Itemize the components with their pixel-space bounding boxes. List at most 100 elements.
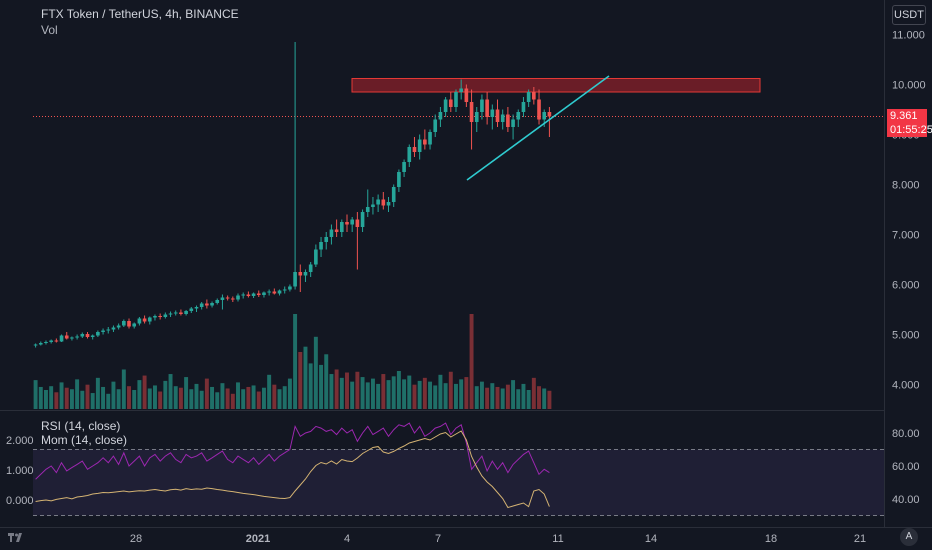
volume-bar [474,386,479,409]
candle-body [168,313,173,315]
candle-body [220,297,225,300]
volume-bar [345,372,349,409]
candle-body [163,314,168,317]
volume-bar [402,379,407,409]
candle-body [215,300,220,303]
volume-bar [80,390,85,409]
volume-bar [412,384,417,409]
candle-body [417,139,422,152]
volume-bar [111,381,116,409]
candle-body [490,109,495,117]
volume-bar [277,389,282,409]
volume-bar [121,369,126,409]
momentum-legend: Mom (14, close) [41,433,128,447]
rsi-line [35,422,550,480]
candle-body [153,316,157,318]
volume-bar [142,375,147,409]
candle-body [70,337,74,339]
volume-bar [225,388,230,409]
rsi-tick-label: 40.00 [892,494,920,506]
price-tick-label: 7.000 [892,230,920,242]
candle-body [303,272,308,276]
volume-bar [505,384,510,409]
volume-bar [282,386,287,409]
candle-body [189,308,194,311]
candle-body [282,289,287,291]
auto-scale-icon[interactable]: A [900,528,918,546]
volume-bar [339,377,344,409]
candle-body [474,112,479,122]
candle-body [459,88,463,92]
volume-bar [443,383,448,409]
volume-bar [204,378,209,409]
volume-bar [194,383,199,409]
volume-bar [116,389,121,409]
volume-bar [454,383,458,409]
candle-body [485,99,489,117]
tradingview-logo-icon[interactable] [8,530,22,544]
volume-bar [178,387,183,409]
volume-bar [220,383,225,409]
candle-body [116,325,121,328]
volume-bar [531,377,536,409]
time-tick-label: 18 [765,533,777,545]
volume-bar [428,381,433,409]
volume-bar [313,336,318,409]
candle-body [236,295,240,300]
candle-body [402,162,406,172]
volume-bar [147,388,152,409]
momentum-tick-label: 2.000 [6,435,34,447]
volume-bar [396,371,401,409]
volume-bar [485,387,490,409]
volume-bar [365,382,370,409]
price-tick-label: 11.000 [892,30,925,42]
resistance-zone [351,78,761,93]
candle-body [106,329,111,331]
volume-bar [199,390,204,409]
time-tick-label: 14 [645,533,657,545]
volume-bar [163,380,168,409]
time-axis-border [0,527,932,528]
candle-body [339,222,344,232]
volume-bar [459,379,464,409]
volume-bar [438,374,443,409]
volume-bar [448,371,453,409]
candle-body [448,99,453,107]
rsi-legend: RSI (14, close) [41,419,121,433]
volume-bar [500,388,505,409]
ascending-trendline [466,75,610,181]
volume-bar [386,380,391,409]
volume-bar [90,393,95,409]
candle-body [314,249,318,265]
candle-body [334,229,339,232]
volume-bar [241,389,246,409]
candle-body [397,172,401,187]
volume-bar [407,375,412,409]
volume-bar [230,393,235,409]
volume-bar [38,386,43,409]
candle-body [49,340,53,342]
volume-bar [184,377,189,409]
candle-body [423,139,427,145]
price-axis-border [884,0,885,528]
candle-body [96,332,100,336]
candle-body [329,229,334,237]
volume-bar [287,378,292,409]
volume-bar [376,383,381,409]
volume-bar [391,376,396,409]
candle-body [205,303,209,306]
volume-bar [293,314,298,409]
candle-body [64,335,69,339]
volume-bar [69,389,74,409]
candle-body [85,334,90,337]
candle-body [500,114,505,122]
volume-bar [261,387,266,409]
candle-body [44,342,48,343]
volume-bar [54,392,59,409]
candle-body [376,199,380,205]
currency-button[interactable]: USDT [892,5,926,25]
momentum-line [35,430,550,509]
rsi-band [33,449,884,516]
volume-bar [464,377,469,409]
